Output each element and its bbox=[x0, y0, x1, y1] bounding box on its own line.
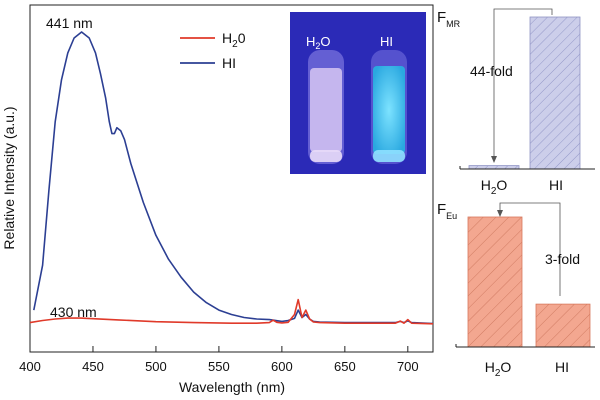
bar-chart-eu-bars bbox=[467, 216, 591, 348]
x-tick-label: 650 bbox=[334, 359, 356, 374]
x-tick-label: 450 bbox=[82, 359, 104, 374]
spectrum-series bbox=[29, 31, 434, 325]
y-axis-label: Relative Intensity (a.u.) bbox=[1, 106, 17, 249]
peak-annotation-430: 430 nm bbox=[50, 304, 97, 320]
spectrum-x-ticks: 400 450 500 550 600 650 700 bbox=[19, 346, 419, 374]
spectrum-plot-frame bbox=[29, 4, 434, 353]
x-tick-label: 500 bbox=[145, 359, 167, 374]
eu-bar-1 bbox=[535, 303, 591, 348]
eu-bar-0 bbox=[467, 216, 523, 348]
photo-label-h2o: H2O bbox=[306, 34, 331, 51]
x-tick-label: 400 bbox=[19, 359, 41, 374]
bar-chart-eu: FEu 3-fold H2O HI bbox=[437, 201, 595, 379]
mr-fold-bracket bbox=[493, 8, 553, 161]
eu-fold-arrowhead bbox=[497, 210, 503, 217]
peak-annotation-441: 441 nm bbox=[46, 15, 93, 31]
bar-chart-mr: FMR 44-fold H2O HI bbox=[437, 8, 595, 197]
eu-xtick-hi: HI bbox=[555, 359, 569, 375]
bar-chart-eu-title: FEu bbox=[437, 201, 457, 221]
photo-label-hi: HI bbox=[380, 34, 393, 49]
legend-label-hi: HI bbox=[222, 55, 236, 71]
vial-h2o bbox=[308, 50, 344, 164]
x-tick-label: 600 bbox=[271, 359, 293, 374]
vial-hi bbox=[371, 50, 407, 164]
x-tick-label: 700 bbox=[397, 359, 419, 374]
x-tick-label: 550 bbox=[208, 359, 230, 374]
mr-fold-arrowhead bbox=[491, 156, 497, 163]
eu-xtick-h2o: H2O bbox=[485, 359, 512, 379]
legend: H20 HI bbox=[180, 30, 246, 71]
series-line-h2o bbox=[29, 298, 434, 325]
mr-bar-1 bbox=[529, 16, 581, 170]
mr-bar-0 bbox=[468, 165, 520, 170]
eu-fold-annotation: 3-fold bbox=[545, 251, 580, 267]
spectrum-chart: 400 450 500 550 600 650 700 Wavelength (nm) Re… bbox=[1, 4, 434, 395]
x-axis-label: Wavelength (nm) bbox=[179, 379, 285, 395]
mr-xtick-hi: HI bbox=[549, 177, 563, 193]
vial-photo: H2O HI bbox=[290, 12, 426, 174]
bar-chart-mr-bars bbox=[468, 16, 581, 170]
bar-chart-mr-title: FMR bbox=[437, 9, 461, 29]
mr-fold-annotation: 44-fold bbox=[470, 63, 513, 79]
mr-xtick-h2o: H2O bbox=[481, 177, 508, 197]
eu-fold-bracket bbox=[499, 202, 561, 296]
legend-label-h2o: H20 bbox=[222, 30, 246, 50]
